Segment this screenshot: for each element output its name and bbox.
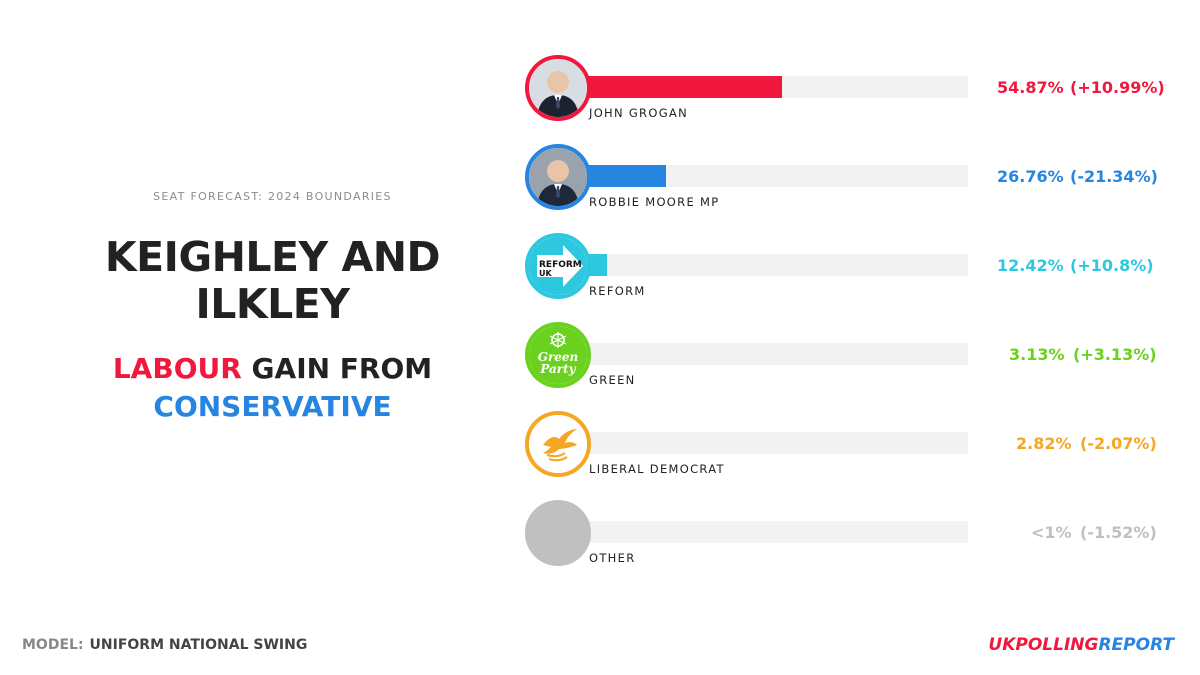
- lib-dem-bird-logo-icon: [529, 415, 587, 473]
- result-gain-from: GAIN FROM: [241, 352, 433, 385]
- bar-track: [560, 343, 968, 365]
- svg-text:REFORM: REFORM: [539, 260, 582, 270]
- party-avatar: [525, 500, 591, 566]
- party-avatar: [525, 411, 591, 477]
- category-label: GREEN: [589, 373, 636, 387]
- candidate-photo-icon: [529, 148, 587, 206]
- value-label: 2.82%: [1016, 434, 1072, 453]
- value-label: <1%: [1031, 523, 1072, 542]
- svg-text:Green: Green: [538, 350, 579, 364]
- model-footer: MODEL: UNIFORM NATIONAL SWING: [22, 637, 307, 653]
- value-label: 12.42%: [997, 256, 1064, 275]
- green-party-logo-icon: Green Party: [529, 326, 587, 384]
- seat-summary-panel: SEAT FORECAST: 2024 BOUNDARIES KEIGHLEY …: [0, 0, 545, 675]
- change-label: (-21.34%): [1070, 167, 1158, 186]
- brand-logo: UKPOLLINGREPORT: [988, 635, 1174, 655]
- candidate-photo-icon: [529, 59, 587, 117]
- change-label: (-1.52%): [1080, 523, 1157, 542]
- bar-track: [560, 432, 968, 454]
- result-winner-party: LABOUR: [112, 352, 242, 385]
- brand-part-1: UKPOLLING: [988, 635, 1099, 655]
- change-label: (+10.8%): [1070, 256, 1154, 275]
- result-loser-party: CONSERVATIVE: [153, 390, 392, 423]
- model-label: MODEL:: [22, 637, 84, 653]
- change-label: (+3.13%): [1073, 345, 1157, 364]
- change-label: (-2.07%): [1080, 434, 1157, 453]
- svg-text:Party: Party: [539, 362, 576, 376]
- category-label: ROBBIE MOORE MP: [589, 195, 720, 209]
- svg-text:UK: UK: [539, 269, 552, 278]
- bar-john-grogan: [556, 76, 783, 98]
- party-avatar: [525, 144, 591, 210]
- seat-name-line2: ILKLEY: [195, 280, 350, 328]
- party-avatar: [525, 55, 591, 121]
- model-value: UNIFORM NATIONAL SWING: [89, 637, 308, 653]
- value-label: 3.13%: [1009, 345, 1065, 364]
- value-label: 54.87%: [997, 78, 1064, 97]
- forecast-label: SEAT FORECAST: 2024 BOUNDARIES: [153, 190, 392, 203]
- bar-track: [560, 254, 968, 276]
- category-label: REFORM: [589, 284, 646, 298]
- party-avatar: Green Party: [525, 322, 591, 388]
- change-label: (+10.99%): [1070, 78, 1165, 97]
- result-headline: LABOUR GAIN FROM CONSERVATIVE: [0, 350, 545, 426]
- seat-name-line1: KEIGHLEY AND: [104, 233, 441, 281]
- brand-part-2: REPORT: [1098, 635, 1174, 655]
- bar-track: [560, 521, 968, 543]
- seat-name: KEIGHLEY AND ILKLEY: [0, 234, 545, 328]
- category-label: JOHN GROGAN: [589, 106, 688, 120]
- value-label: 26.76%: [997, 167, 1064, 186]
- party-avatar: REFORM UK: [525, 233, 591, 299]
- blank-circle-icon: [529, 504, 587, 562]
- category-label: LIBERAL DEMOCRAT: [589, 462, 725, 476]
- category-label: OTHER: [589, 551, 636, 565]
- reform-uk-logo-icon: REFORM UK: [529, 237, 587, 295]
